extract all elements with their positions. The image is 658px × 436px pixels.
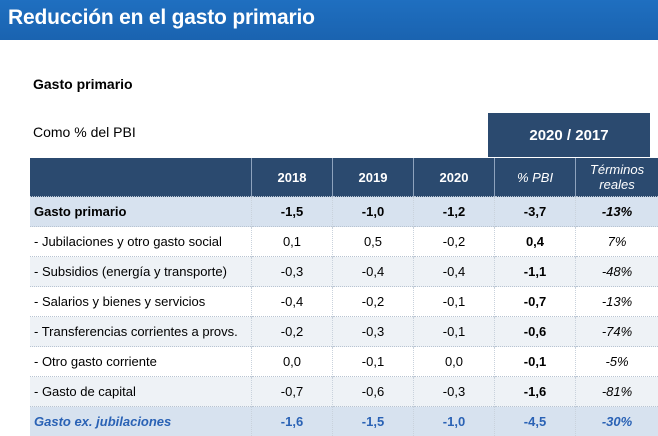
- cell-pct-pbi: -0,7: [495, 287, 576, 317]
- row-label: - Gasto de capital: [30, 377, 252, 407]
- page-title: Reducción en el gasto primario: [8, 6, 315, 30]
- cell-2020: -0,3: [414, 377, 495, 407]
- cell-pct-pbi: -0,1: [495, 347, 576, 377]
- cell-2020: -1,0: [414, 407, 495, 436]
- table-row: - Subsidios (energía y transporte) -0,3 …: [30, 257, 658, 287]
- cell-pct-pbi: -1,6: [495, 377, 576, 407]
- cell-2020: -0,2: [414, 227, 495, 257]
- table-row-gasto-ex-jubilaciones: Gasto ex. jubilaciones -1,6 -1,5 -1,0 -4…: [30, 407, 658, 436]
- cell-pct-pbi: -3,7: [495, 197, 576, 227]
- cell-2019: -0,2: [333, 287, 414, 317]
- table-row: - Salarios y bienes y servicios -0,4 -0,…: [30, 287, 658, 317]
- cell-terminos-reales: 7%: [576, 227, 658, 257]
- section-title: Gasto primario: [33, 76, 133, 92]
- row-label: - Subsidios (energía y transporte): [30, 257, 252, 287]
- cell-2018: -1,5: [252, 197, 333, 227]
- cell-terminos-reales: -13%: [576, 197, 658, 227]
- cell-2020: -1,2: [414, 197, 495, 227]
- cell-2019: 0,5: [333, 227, 414, 257]
- table-subtitle: Como % del PBI: [33, 124, 136, 140]
- cell-terminos-reales: -48%: [576, 257, 658, 287]
- cell-2020: -0,1: [414, 317, 495, 347]
- cell-2018: 0,1: [252, 227, 333, 257]
- group-header-2020-2017: 2020 / 2017: [488, 113, 650, 157]
- cell-2020: -0,4: [414, 257, 495, 287]
- header-pct-pbi: % PBI: [495, 158, 576, 197]
- row-label: - Jubilaciones y otro gasto social: [30, 227, 252, 257]
- cell-2019: -0,4: [333, 257, 414, 287]
- header-terminos-reales: Términos reales: [576, 158, 658, 197]
- cell-2019: -0,1: [333, 347, 414, 377]
- cell-2019: -1,5: [333, 407, 414, 436]
- cell-terminos-reales: -5%: [576, 347, 658, 377]
- table-row: - Gasto de capital -0,7 -0,6 -0,3 -1,6 -…: [30, 377, 658, 407]
- table-row: - Jubilaciones y otro gasto social 0,1 0…: [30, 227, 658, 257]
- cell-terminos-reales: -30%: [576, 407, 658, 436]
- table-row: - Transferencias corrientes a provs. -0,…: [30, 317, 658, 347]
- cell-2018: -0,2: [252, 317, 333, 347]
- header-2019: 2019: [333, 158, 414, 197]
- header-2018: 2018: [252, 158, 333, 197]
- header-2020: 2020: [414, 158, 495, 197]
- cell-pct-pbi: -4,5: [495, 407, 576, 436]
- cell-2018: -0,4: [252, 287, 333, 317]
- cell-pct-pbi: -1,1: [495, 257, 576, 287]
- cell-terminos-reales: -74%: [576, 317, 658, 347]
- cell-2019: -0,6: [333, 377, 414, 407]
- gasto-primario-table: 2018 2019 2020 % PBI Términos reales Gas…: [30, 158, 658, 436]
- cell-2018: -0,7: [252, 377, 333, 407]
- cell-pct-pbi: 0,4: [495, 227, 576, 257]
- cell-2018: -0,3: [252, 257, 333, 287]
- row-label: - Salarios y bienes y servicios: [30, 287, 252, 317]
- cell-2020: -0,1: [414, 287, 495, 317]
- cell-terminos-reales: -13%: [576, 287, 658, 317]
- header-terminos-line1: Términos: [590, 162, 644, 177]
- row-label: Gasto ex. jubilaciones: [30, 407, 252, 436]
- row-label: - Otro gasto corriente: [30, 347, 252, 377]
- header-terminos-line2: reales: [599, 177, 634, 192]
- header-label-cell: [30, 158, 252, 197]
- table-row-gasto-primario: Gasto primario -1,5 -1,0 -1,2 -3,7 -13%: [30, 197, 658, 227]
- cell-terminos-reales: -81%: [576, 377, 658, 407]
- table-header-row: 2018 2019 2020 % PBI Términos reales: [30, 158, 658, 197]
- row-label: Gasto primario: [30, 197, 252, 227]
- title-bar: Reducción en el gasto primario: [0, 0, 658, 40]
- cell-2018: 0,0: [252, 347, 333, 377]
- cell-2018: -1,6: [252, 407, 333, 436]
- table-row: - Otro gasto corriente 0,0 -0,1 0,0 -0,1…: [30, 347, 658, 377]
- row-label: - Transferencias corrientes a provs.: [30, 317, 252, 347]
- cell-2019: -0,3: [333, 317, 414, 347]
- cell-pct-pbi: -0,6: [495, 317, 576, 347]
- cell-2020: 0,0: [414, 347, 495, 377]
- cell-2019: -1,0: [333, 197, 414, 227]
